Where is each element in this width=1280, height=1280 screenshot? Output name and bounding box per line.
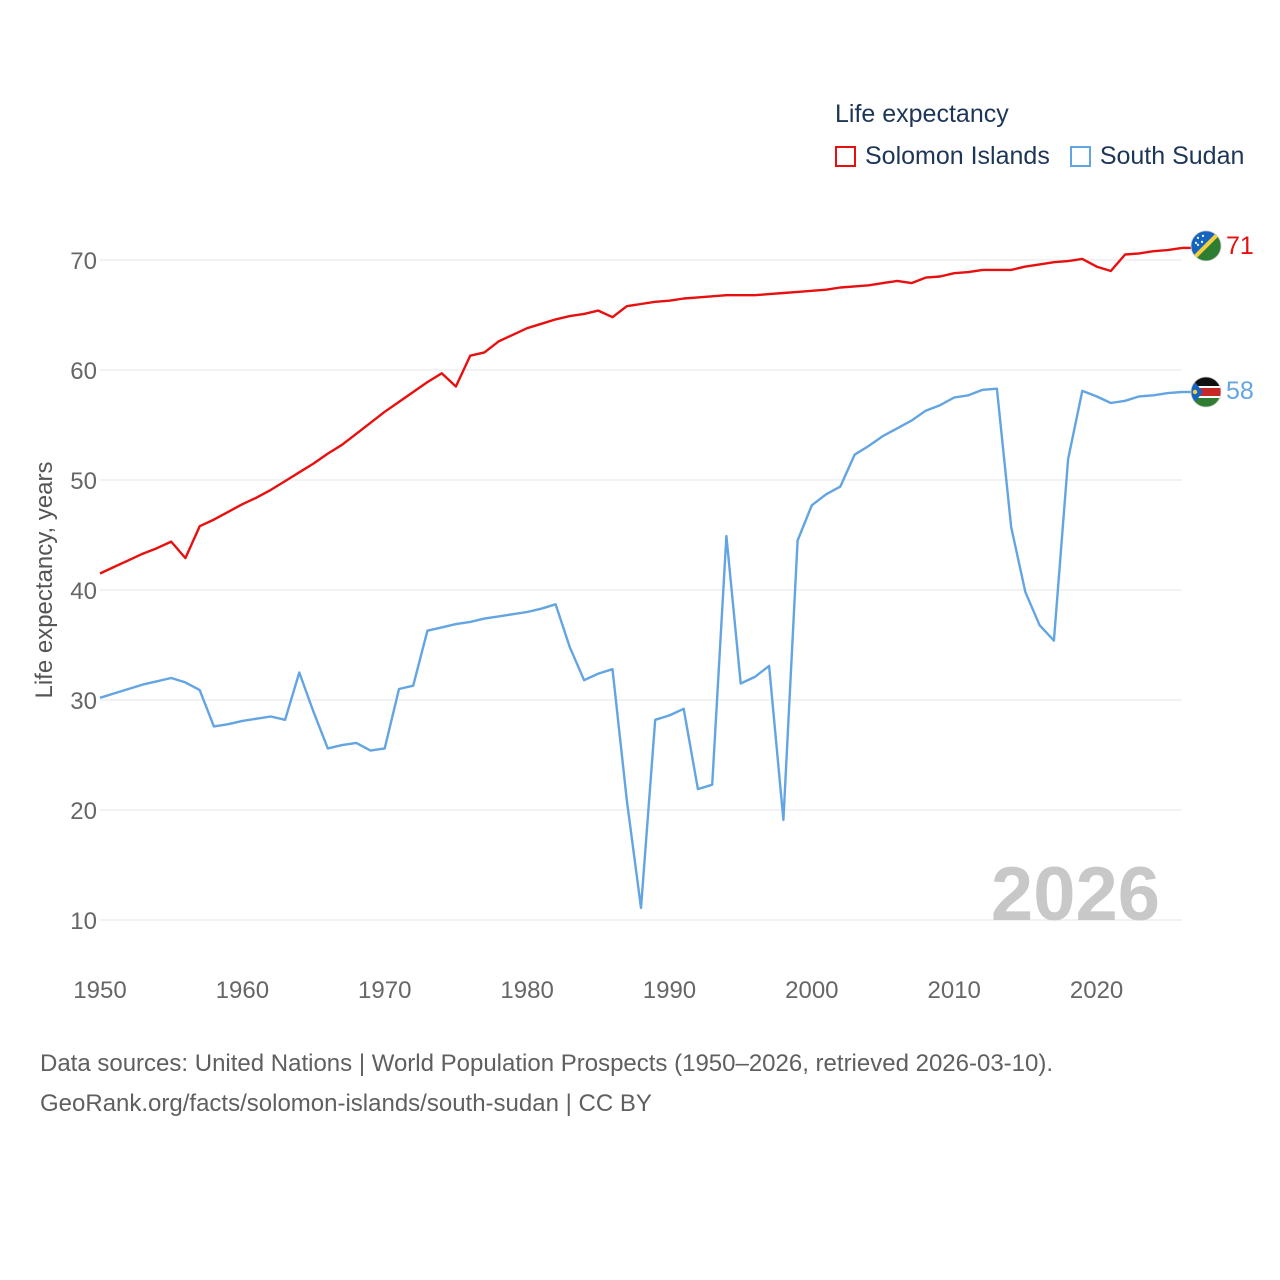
y-tick-label-70: 70 <box>70 248 97 275</box>
x-tick-label-1990: 1990 <box>643 977 696 1004</box>
y-tick-label-40: 40 <box>70 578 97 605</box>
x-tick-label-2000: 2000 <box>785 977 838 1004</box>
footer-link[interactable]: GeoRank.org/facts/solomon-islands/south-… <box>40 1090 652 1117</box>
x-tick-label-1960: 1960 <box>216 977 269 1004</box>
x-tick-label-1980: 1980 <box>500 977 553 1004</box>
flag-south-sudan-icon <box>1191 377 1221 407</box>
flag-sb-star-1 <box>1201 234 1205 237</box>
flag-sb-rim <box>1190 230 1222 262</box>
legend-title: Life expectancy <box>835 100 1009 128</box>
legend-label-south-sudan: South Sudan <box>1099 142 1245 170</box>
series-line-south-sudan <box>99 387 1183 910</box>
end-label-south-sudan: 58 <box>1226 377 1254 405</box>
year-watermark: 2026 <box>991 852 1160 937</box>
x-tick-label-2010: 2010 <box>928 977 981 1004</box>
flag-ss-rim <box>1190 376 1222 408</box>
legend: Solomon Islands South Sudan <box>835 142 1244 171</box>
flag-solomon-islands-icon <box>1191 230 1221 261</box>
flag-sb-star-3 <box>1200 240 1204 243</box>
y-tick-label-20: 20 <box>70 798 97 825</box>
y-tick-label-30: 30 <box>70 688 97 715</box>
footer-sources: Data sources: United Nations | World Pop… <box>40 1050 1054 1077</box>
footer: Data sources: United Nations | World Pop… <box>40 1044 1053 1124</box>
flag-ss-white-bottom <box>1191 396 1221 398</box>
x-axis: 1950 1960 1970 1980 1990 2000 2010 2020 <box>73 977 1123 1004</box>
gridlines <box>100 259 1182 921</box>
legend-swatch-south-sudan <box>1069 146 1091 167</box>
flag-ss-star <box>1192 389 1198 395</box>
x-tick-label-1950: 1950 <box>73 977 126 1004</box>
series-line-solomon-islands <box>99 246 1183 575</box>
y-tick-label-50: 50 <box>70 468 97 495</box>
y-tick-label-60: 60 <box>70 358 97 385</box>
flag-sb-star-0 <box>1196 236 1200 239</box>
flag-sb-star-4 <box>1196 243 1200 246</box>
legend-label-solomon-islands: Solomon Islands <box>865 142 1050 170</box>
legend-item-south-sudan[interactable]: South Sudan <box>1069 142 1245 171</box>
end-label-solomon-islands: 71 <box>1226 232 1254 260</box>
flag-sb-star-2 <box>1194 241 1198 244</box>
y-axis-label: Life expectancy, years <box>31 461 58 698</box>
flag-ss-red <box>1191 387 1221 397</box>
legend-item-solomon-islands[interactable]: Solomon Islands <box>835 142 1050 171</box>
legend-swatch-solomon-islands <box>835 146 856 167</box>
flag-ss-green <box>1191 397 1221 407</box>
x-tick-label-1970: 1970 <box>358 977 411 1004</box>
y-tick-label-10: 10 <box>70 908 97 935</box>
series-end-markers: 71 58 <box>1190 230 1254 408</box>
y-axis: 10 20 30 40 50 60 70 <box>70 248 97 935</box>
flag-ss-black <box>1191 377 1221 387</box>
series-lines <box>99 246 1192 910</box>
x-tick-label-2020: 2020 <box>1070 977 1123 1004</box>
flag-ss-white-top <box>1191 386 1221 388</box>
